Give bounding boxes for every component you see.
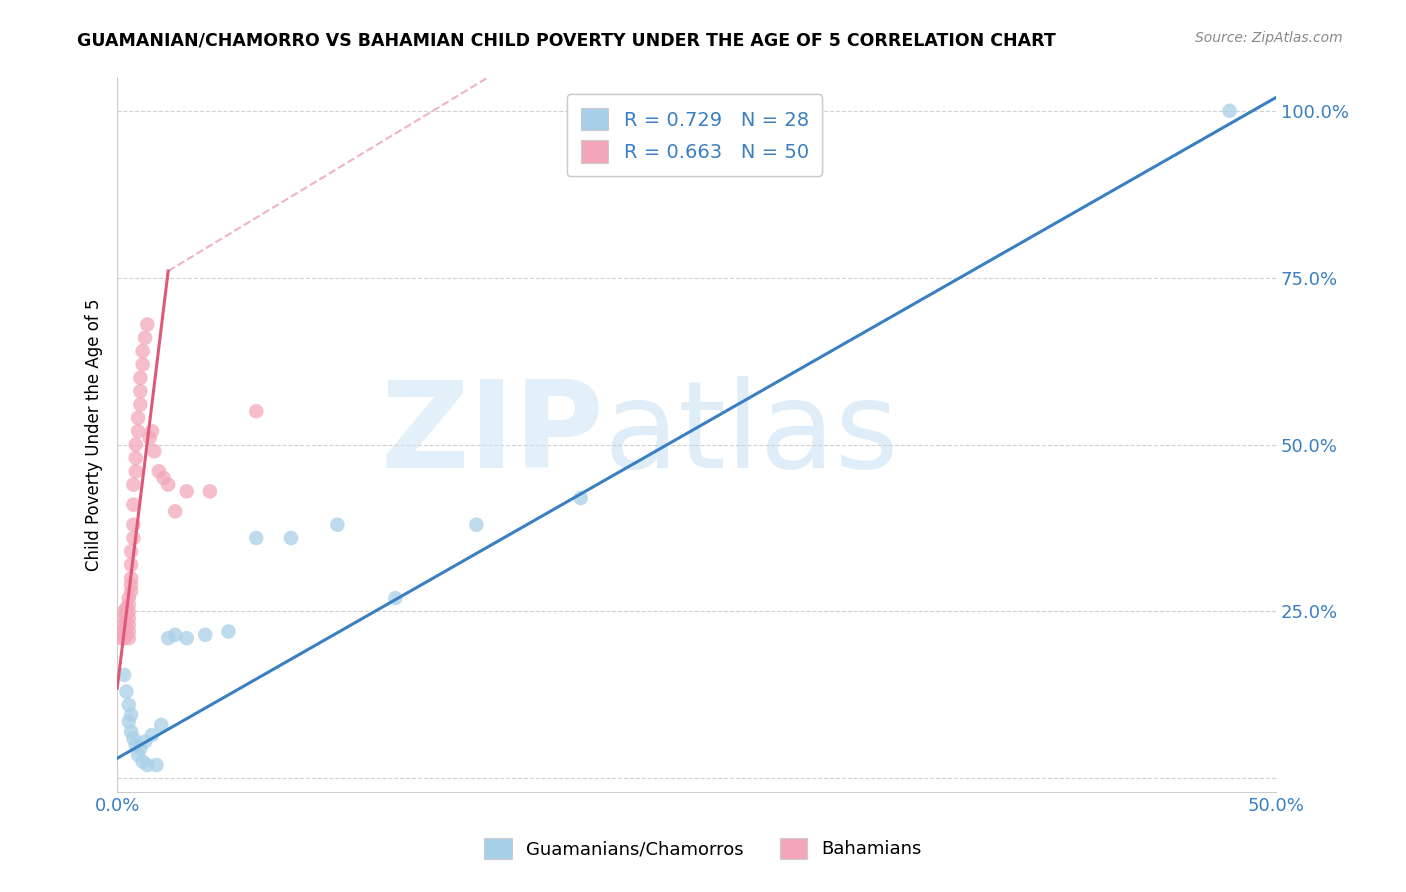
Point [127, 424, 149, 438]
Point [125, 738, 148, 752]
Point [129, 398, 152, 412]
Point [141, 728, 163, 742]
Point [118, 604, 141, 618]
Point [112, 668, 135, 682]
Point [120, 707, 142, 722]
Point [118, 698, 141, 712]
Point [115, 628, 138, 642]
Y-axis label: Child Poverty Under the Age of 5: Child Poverty Under the Age of 5 [86, 298, 103, 571]
Point [120, 544, 142, 558]
Text: atlas: atlas [603, 376, 900, 493]
Point [129, 384, 152, 399]
Point [120, 571, 142, 585]
Point [125, 437, 148, 451]
Point [138, 431, 160, 445]
Point [122, 731, 145, 746]
Point [134, 734, 156, 748]
Point [122, 477, 145, 491]
Text: GUAMANIAN/CHAMORRO VS BAHAMIAN CHILD POVERTY UNDER THE AGE OF 5 CORRELATION CHAR: GUAMANIAN/CHAMORRO VS BAHAMIAN CHILD POV… [77, 31, 1056, 49]
Point [176, 484, 198, 499]
Point [150, 718, 173, 732]
Point [136, 758, 159, 772]
Point [157, 631, 180, 645]
Point [120, 584, 142, 599]
Point [115, 621, 138, 635]
Point [157, 477, 180, 491]
Point [143, 444, 166, 458]
Point [129, 741, 152, 756]
Point [129, 371, 152, 385]
Point [111, 624, 134, 639]
Point [122, 498, 145, 512]
Point [569, 491, 592, 505]
Point [115, 601, 138, 615]
Point [125, 450, 148, 465]
Point [145, 758, 167, 772]
Text: Source: ZipAtlas.com: Source: ZipAtlas.com [1195, 31, 1343, 45]
Point [120, 724, 142, 739]
Point [198, 484, 221, 499]
Point [152, 471, 174, 485]
Point [118, 714, 141, 729]
Point [245, 531, 267, 545]
Point [217, 624, 239, 639]
Legend: Guamanians/Chamorros, Bahamians: Guamanians/Chamorros, Bahamians [474, 827, 932, 870]
Point [125, 464, 148, 478]
Point [112, 604, 135, 618]
Text: ZIP: ZIP [380, 376, 603, 493]
Point [176, 631, 198, 645]
Point [112, 617, 135, 632]
Point [148, 464, 170, 478]
Point [112, 631, 135, 645]
Point [326, 517, 349, 532]
Point [120, 578, 142, 592]
Point [118, 631, 141, 645]
Point [165, 628, 187, 642]
Point [131, 358, 153, 372]
Point [122, 517, 145, 532]
Point [127, 747, 149, 762]
Point [118, 624, 141, 639]
Point [127, 410, 149, 425]
Point [112, 611, 135, 625]
Point [120, 558, 142, 572]
Point [141, 424, 163, 438]
Point [194, 628, 217, 642]
Point [111, 631, 134, 645]
Point [118, 598, 141, 612]
Point [465, 517, 488, 532]
Point [1219, 103, 1241, 118]
Point [112, 624, 135, 639]
Point [131, 755, 153, 769]
Point [136, 318, 159, 332]
Point [280, 531, 302, 545]
Legend: R = 0.729   N = 28, R = 0.663   N = 50: R = 0.729 N = 28, R = 0.663 N = 50 [567, 95, 823, 176]
Point [118, 611, 141, 625]
Point [115, 684, 138, 698]
Point [245, 404, 267, 418]
Point [118, 617, 141, 632]
Point [115, 607, 138, 622]
Point [384, 591, 406, 606]
Point [115, 615, 138, 629]
Point [118, 591, 141, 606]
Point [134, 331, 156, 345]
Point [165, 504, 187, 518]
Point [122, 531, 145, 545]
Point [131, 344, 153, 359]
